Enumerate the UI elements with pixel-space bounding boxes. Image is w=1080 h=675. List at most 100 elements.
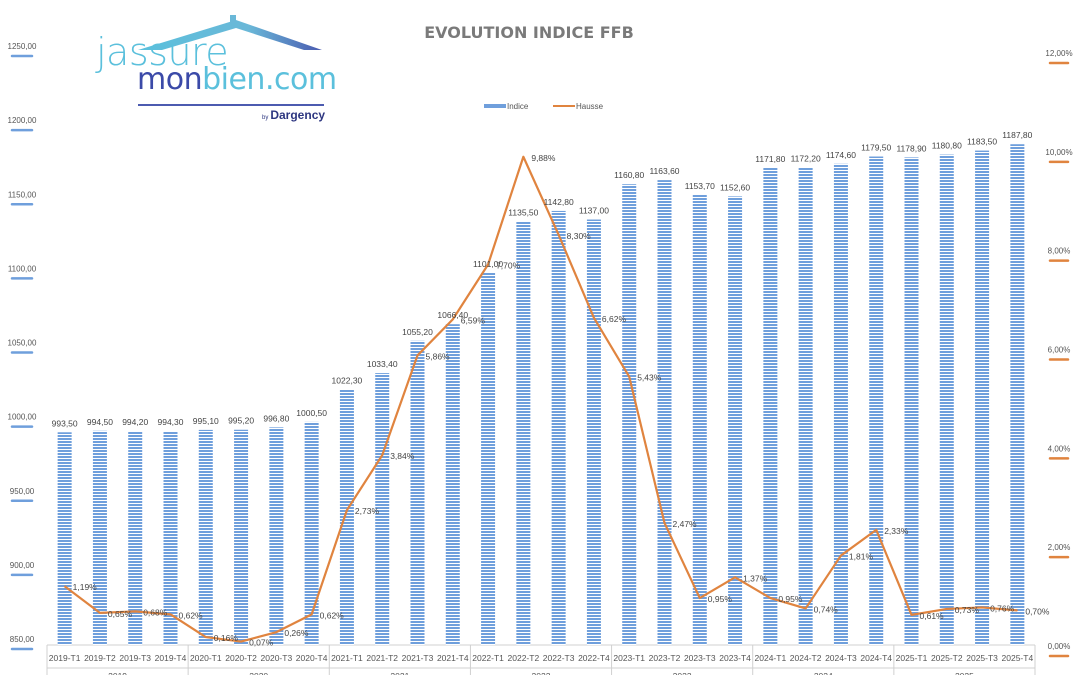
bar-indice [798, 167, 813, 645]
bar-data-label: 1153,70 [685, 181, 715, 191]
category-label: 2019-T2 [84, 653, 116, 663]
year-label: 2019 [108, 671, 127, 675]
line-point-hausse [558, 234, 560, 236]
bar-data-label: 994,20 [122, 417, 148, 427]
line-point-hausse [64, 585, 66, 587]
line-data-label: 0,07% [249, 638, 274, 648]
bar-indice [269, 427, 284, 645]
category-label: 2022-T4 [578, 653, 610, 663]
bar-indice [445, 324, 460, 645]
category-label: 2019-T4 [155, 653, 187, 663]
bar-indice [869, 156, 884, 646]
logo-dargency: Dargency [270, 108, 326, 122]
bar-indice [57, 432, 72, 645]
line-data-label: 6,59% [461, 315, 486, 325]
line-data-label: 1,81% [849, 552, 874, 562]
legend-label-indice: Indice [507, 102, 529, 111]
line-point-hausse [417, 354, 418, 356]
line-point-hausse [875, 529, 877, 531]
bar-indice [939, 154, 954, 646]
line-data-label: 0,95% [778, 594, 803, 604]
bar-data-label: 1101,00 [473, 259, 503, 269]
line-data-label: 2,47% [673, 519, 698, 529]
left-axis-tick-label: 850,00 [10, 635, 35, 644]
line-point-hausse [311, 613, 313, 615]
line-point-hausse [487, 263, 489, 265]
logo-line1: jassure [96, 30, 229, 74]
line-point-hausse [522, 156, 524, 158]
category-label: 2023-T3 [684, 653, 716, 663]
line-point-hausse [664, 522, 665, 524]
legend: Indice Hausse [484, 102, 604, 111]
left-axis-tick-label: 1250,00 [8, 42, 37, 51]
bar-data-label: 1172,20 [791, 153, 821, 163]
logo-bien: bien.com [202, 62, 337, 97]
line-data-label: 0,73% [955, 605, 980, 615]
category-label: 2025-T3 [966, 653, 998, 663]
line-point-hausse [275, 631, 277, 633]
category-label: 2020-T3 [261, 653, 293, 663]
line-data-label: 0,70% [1025, 606, 1050, 616]
bar-indice [551, 210, 566, 645]
line-data-label: 1,37% [743, 573, 768, 583]
right-axis-tick-label: 2,00% [1048, 543, 1071, 552]
bar-indice [128, 431, 143, 645]
left-axis-tick-label: 1000,00 [8, 413, 37, 422]
line-point-hausse [840, 555, 842, 557]
line-point-hausse [805, 607, 807, 609]
bar-indice [163, 431, 178, 645]
category-label: 2021-T4 [437, 653, 469, 663]
legend-swatch-indice [484, 104, 506, 108]
line-point-hausse [593, 317, 595, 319]
bar-data-label: 1174,60 [826, 150, 856, 160]
bar-indice [622, 184, 637, 645]
bar-data-label: 1163,60 [649, 166, 679, 176]
bar-data-label: 1055,20 [402, 327, 433, 337]
line-point-hausse [99, 612, 101, 614]
right-axis-tick-label: 8,00% [1048, 247, 1071, 256]
bar-indice [833, 163, 848, 645]
bar-indice [481, 272, 496, 645]
category-label: 2019-T3 [119, 653, 151, 663]
category-label: 2023-T4 [719, 653, 751, 663]
line-point-hausse [452, 318, 454, 320]
bar-indice [516, 221, 531, 645]
line-point-hausse [381, 454, 383, 456]
line-data-label: 0,62% [320, 610, 345, 620]
category-label: 2025-T1 [896, 653, 928, 663]
bar-data-label: 1183,50 [967, 137, 997, 147]
category-label: 2020-T1 [190, 653, 222, 663]
bar-indice [375, 373, 390, 645]
line-point-hausse [911, 614, 912, 616]
bar-indice [728, 196, 743, 645]
logo-by: by [262, 115, 269, 121]
line-data-label: 2,73% [355, 506, 380, 516]
category-label: 2024-T4 [860, 653, 892, 663]
line-data-label: 0,61% [920, 611, 945, 621]
bar-indice [410, 340, 425, 645]
category-label: 2025-T2 [931, 653, 963, 663]
line-point-hausse [981, 606, 983, 608]
left-axis-tick-label: 1100,00 [8, 264, 37, 273]
bar-indice [904, 157, 919, 645]
left-axis-tick-label: 900,00 [10, 561, 35, 570]
line-data-label: 7,70% [496, 260, 521, 270]
bar-data-label: 993,50 [52, 418, 78, 428]
house-roof-icon [138, 15, 322, 50]
bar-indice [339, 389, 354, 645]
left-axis-tick-label: 1150,00 [8, 190, 37, 199]
bar-indice [234, 429, 249, 645]
bar-data-label: 1033,40 [367, 359, 398, 369]
line-point-hausse [1016, 609, 1018, 611]
bar-data-label: 995,20 [228, 416, 254, 426]
line-point-hausse [205, 636, 207, 638]
category-label: 2021-T1 [331, 653, 363, 663]
right-axis-tick-label: 6,00% [1048, 346, 1071, 355]
legend-label-hausse: Hausse [576, 102, 604, 111]
line-data-label: 3,84% [390, 451, 415, 461]
line-data-label: 0,65% [108, 609, 133, 619]
year-label: 2020 [249, 671, 268, 675]
logo-mon: mon [137, 62, 203, 97]
bar-data-label: 996,80 [263, 413, 289, 423]
line-data-label: 0,26% [284, 628, 309, 638]
